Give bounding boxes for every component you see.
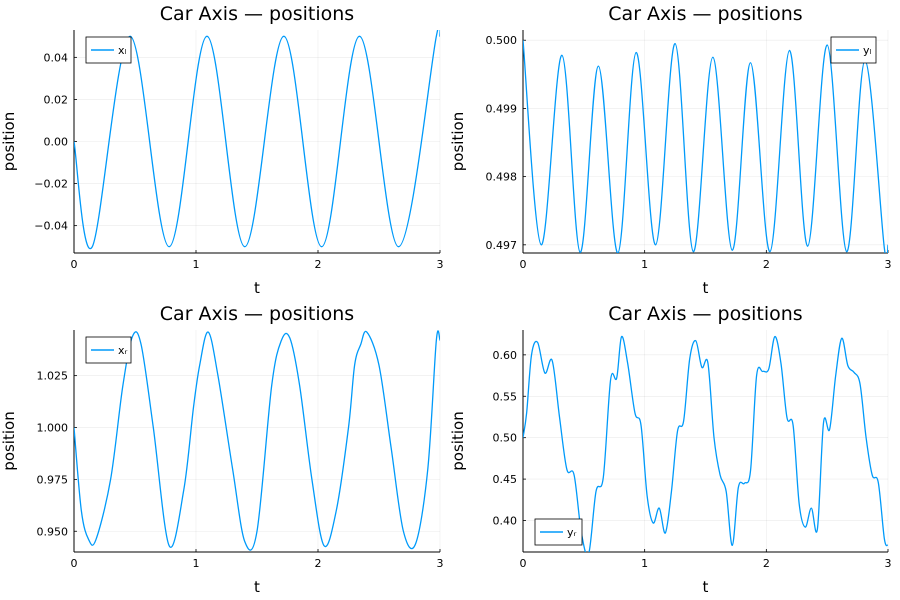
y-tick-label: 0.500 — [486, 34, 518, 47]
x-axis-label: t — [703, 578, 709, 596]
y-axis-label: position — [449, 411, 467, 470]
subplot-4: 0 1 2 3 0.40 0.45 0.50 0.55 0.60 Car Axis — posi… — [449, 303, 892, 596]
y-axis-label: position — [449, 112, 467, 171]
series-line-0 — [74, 330, 440, 551]
legend: yₗ — [830, 36, 877, 64]
chart-title: Car Axis — positions — [608, 3, 802, 25]
series-lines — [74, 30, 440, 250]
tick-labels: 0 1 2 3 0.497 0.498 0.499 0.500 — [486, 34, 892, 271]
y-tick-label: 0.02 — [44, 93, 69, 106]
x-tick-label: 1 — [193, 258, 200, 271]
x-tick-label: 0 — [71, 557, 78, 570]
y-tick-label: 0.498 — [486, 171, 518, 184]
series-lines — [523, 40, 888, 253]
chart-title: Car Axis — positions — [160, 303, 354, 325]
x-tick-label: 2 — [315, 557, 322, 570]
x-tick-label: 3 — [437, 557, 444, 570]
legend-label: yₗ — [863, 44, 872, 57]
tick-labels: 0 1 2 3 0.40 0.45 0.50 0.55 0.60 — [493, 349, 892, 570]
subplot-2: 0 1 2 3 0.497 0.498 0.499 0.500 Car Axis — posi… — [449, 3, 892, 297]
tick-labels: 0 1 2 3 0.950 0.975 1.000 1.025 — [37, 370, 444, 570]
x-tick-label: 1 — [641, 258, 648, 271]
plot-area — [523, 330, 888, 552]
grid — [522, 330, 889, 552]
x-tick-label: 3 — [437, 258, 444, 271]
x-tick-label: 0 — [71, 258, 78, 271]
series-lines — [523, 335, 888, 552]
legend-label: xᵣ — [118, 344, 128, 357]
subplot-1: 0 1 2 3 −0.04 −0.02 0.00 0.02 0.04 Car Axis — po… — [0, 3, 444, 297]
y-tick-label: 0.60 — [493, 349, 518, 362]
x-tick-label: 1 — [641, 557, 648, 570]
y-tick-label: 0.40 — [493, 515, 518, 528]
plot-area — [523, 30, 888, 253]
y-axis-label: position — [0, 411, 18, 470]
x-axis-label: t — [254, 578, 260, 596]
y-tick-label: −0.02 — [34, 178, 68, 191]
legend: xₗ — [85, 36, 132, 64]
x-tick-label: 2 — [315, 258, 322, 271]
y-tick-label: 0.499 — [486, 102, 518, 115]
x-tick-label: 1 — [193, 557, 200, 570]
axes — [522, 330, 889, 553]
series-line-0 — [74, 30, 440, 250]
y-tick-label: 0.975 — [37, 473, 69, 486]
y-tick-label: −0.04 — [34, 220, 68, 233]
series-line-0 — [523, 335, 888, 552]
y-tick-label: 0.00 — [44, 136, 69, 149]
series-line-0 — [523, 40, 888, 253]
y-tick-label: 0.45 — [493, 473, 518, 486]
y-tick-label: 0.950 — [37, 525, 69, 538]
y-tick-label: 0.04 — [44, 51, 69, 64]
x-tick-label: 3 — [885, 557, 892, 570]
y-tick-label: 1.000 — [37, 422, 69, 435]
x-tick-label: 2 — [763, 557, 770, 570]
x-tick-label: 0 — [520, 258, 527, 271]
tick-labels: 0 1 2 3 −0.04 −0.02 0.00 0.02 0.04 — [34, 51, 443, 271]
y-tick-label: 0.55 — [493, 390, 518, 403]
legend-label: yᵣ — [567, 526, 577, 539]
subplot-3: 0 1 2 3 0.950 0.975 1.000 1.025 Car Axis — posi… — [0, 303, 444, 596]
y-tick-label: 0.497 — [486, 239, 518, 252]
y-tick-label: 1.025 — [37, 370, 69, 383]
y-tick-label: 0.50 — [493, 432, 518, 445]
x-axis-label: t — [254, 279, 260, 297]
axes — [522, 30, 889, 254]
legend: xᵣ — [85, 336, 132, 364]
x-tick-label: 2 — [763, 258, 770, 271]
x-tick-label: 0 — [520, 557, 527, 570]
x-axis-label: t — [703, 279, 709, 297]
series-lines — [74, 330, 440, 551]
legend-label: xₗ — [118, 44, 127, 57]
legend: yᵣ — [534, 518, 583, 546]
chart-title: Car Axis — positions — [160, 3, 354, 25]
chart-title: Car Axis — positions — [608, 303, 802, 325]
y-axis-label: position — [0, 112, 18, 171]
x-tick-label: 3 — [885, 258, 892, 271]
